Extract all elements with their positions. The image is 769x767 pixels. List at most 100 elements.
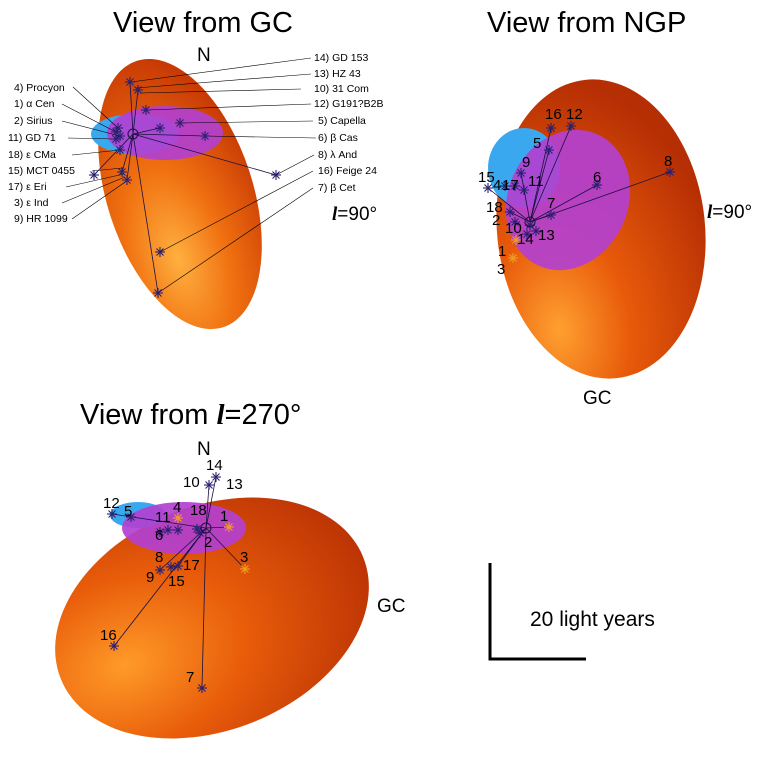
star-label: 15 xyxy=(478,169,495,186)
legend-item: 18) ε CMa xyxy=(8,149,56,161)
star-lines-gc xyxy=(93,81,277,294)
star-marker-icon xyxy=(111,134,121,144)
star-marker-icon xyxy=(510,181,520,191)
legend-item: 1) α Cen xyxy=(14,98,55,110)
legend-item: 5) Capella xyxy=(318,115,366,127)
star-label: 5 xyxy=(124,503,132,520)
panel-view-from-gc: View from GC N xyxy=(8,7,383,330)
star-markers-l270-near xyxy=(173,513,250,574)
longitude-label-ngp: l=90° xyxy=(707,202,752,223)
panel-view-from-ngp: View from NGP 16 12 5 9 6 8 15 4 17 xyxy=(478,7,752,409)
legend-right-gc: 14) GD 153 13) HZ 43 10) 31 Com 12) G191… xyxy=(314,52,383,194)
star-label: 3 xyxy=(240,549,248,566)
star-marker-icon xyxy=(155,247,165,257)
star-marker-icon xyxy=(109,641,119,651)
star-marker-icon xyxy=(155,123,165,133)
star-label: 13 xyxy=(538,227,555,244)
panel-view-from-l270: View from l=270° N 14 10 13 12 5 4 18 xyxy=(55,399,406,739)
star-label: 16 xyxy=(545,106,562,123)
legend-item: 17) ε Eri xyxy=(8,181,47,193)
star-marker-icon xyxy=(175,118,185,128)
star-label: 15 xyxy=(168,573,185,590)
star-label: 4 xyxy=(493,177,501,194)
legend-item: 13) HZ 43 xyxy=(314,68,361,80)
star-marker-icon xyxy=(166,562,176,572)
gc-label-l270: GC xyxy=(377,596,406,617)
star-marker-icon xyxy=(89,170,99,180)
star-marker-icon xyxy=(133,85,143,95)
sun-icon xyxy=(524,216,536,228)
local-cloud-magenta-gc xyxy=(107,106,223,160)
star-marker-icon xyxy=(516,168,526,178)
star-label: 6 xyxy=(155,527,163,544)
star-marker-icon xyxy=(566,121,576,131)
star-marker-icon xyxy=(155,565,165,575)
star-marker-icon xyxy=(173,561,183,571)
legend-item: 10) 31 Com xyxy=(314,83,369,95)
star-marker-icon xyxy=(126,512,136,522)
star-marker-icon xyxy=(122,175,132,185)
star-label: 14 xyxy=(206,457,223,474)
local-cloud-magenta-l270 xyxy=(122,502,246,554)
star-marker-icon xyxy=(500,181,510,191)
star-label: 5 xyxy=(533,135,541,152)
star-label: 4 xyxy=(173,499,181,516)
star-label: 8 xyxy=(155,549,163,566)
star-marker-icon xyxy=(546,123,556,133)
star-marker-icon xyxy=(153,288,163,298)
star-label: 16 xyxy=(100,627,117,644)
star-label: 18 xyxy=(190,502,207,519)
star-label: 13 xyxy=(226,476,243,493)
star-marker-icon xyxy=(522,229,532,239)
star-label: 12 xyxy=(566,106,583,123)
north-label-gc: N xyxy=(197,45,211,66)
scale-bar-axes xyxy=(488,563,586,661)
star-marker-icon xyxy=(519,185,529,195)
star-marker-icon xyxy=(271,170,281,180)
legend-left-gc: 4) Procyon 1) α Cen 2) Sirius 11) GD 71 … xyxy=(8,82,75,225)
star-label: 8 xyxy=(664,153,672,170)
star-marker-icon xyxy=(141,105,151,115)
star-labels-l270: 14 10 13 12 5 4 18 11 1 6 2 3 8 17 9 15 … xyxy=(100,457,248,686)
star-marker-icon xyxy=(665,167,675,177)
legend-item: 2) Sirius xyxy=(14,115,53,127)
star-label: 2 xyxy=(204,534,212,551)
panel-title-l270: View from l=270° xyxy=(80,399,301,431)
panel-title-gc: View from GC xyxy=(113,7,293,39)
star-marker-icon xyxy=(483,183,493,193)
legend-item: 14) GD 153 xyxy=(314,52,368,64)
star-marker-icon xyxy=(505,207,515,217)
star-marker-icon xyxy=(525,220,535,230)
star-label: 10 xyxy=(183,474,200,491)
star-marker-icon xyxy=(531,226,541,236)
legend-item: 4) Procyon xyxy=(14,82,65,94)
star-label: 17 xyxy=(502,177,519,194)
star-marker-icon xyxy=(240,564,250,574)
legend-item: 16) Feige 24 xyxy=(318,165,377,177)
local-bubble-gc xyxy=(98,58,262,330)
star-markers-gc xyxy=(89,77,281,298)
star-label: 12 xyxy=(103,495,120,512)
star-marker-icon xyxy=(224,522,234,532)
star-label: 18 xyxy=(486,199,503,216)
local-bubble-l270 xyxy=(55,497,369,739)
star-marker-icon xyxy=(173,513,183,523)
star-label: 9 xyxy=(522,154,530,171)
legend-item: 3) ε Ind xyxy=(14,197,49,209)
star-marker-icon xyxy=(510,217,520,227)
star-markers-l270 xyxy=(107,472,221,693)
star-label: 11 xyxy=(155,509,171,526)
legend-item: 6) β Cas xyxy=(318,132,358,144)
sun-icon xyxy=(127,128,139,140)
longitude-label-gc: l=90° xyxy=(332,204,377,225)
star-label: 9 xyxy=(146,569,154,586)
star-markers-ngp-near xyxy=(508,235,521,263)
star-marker-icon xyxy=(200,131,210,141)
star-label: 3 xyxy=(497,261,505,278)
star-marker-icon xyxy=(155,527,165,537)
legend-item: 8) λ And xyxy=(318,149,357,161)
star-marker-icon xyxy=(211,472,221,482)
star-labels-ngp: 16 12 5 9 6 8 15 4 17 11 18 2 7 10 14 13… xyxy=(478,106,672,278)
star-marker-icon xyxy=(204,480,214,490)
